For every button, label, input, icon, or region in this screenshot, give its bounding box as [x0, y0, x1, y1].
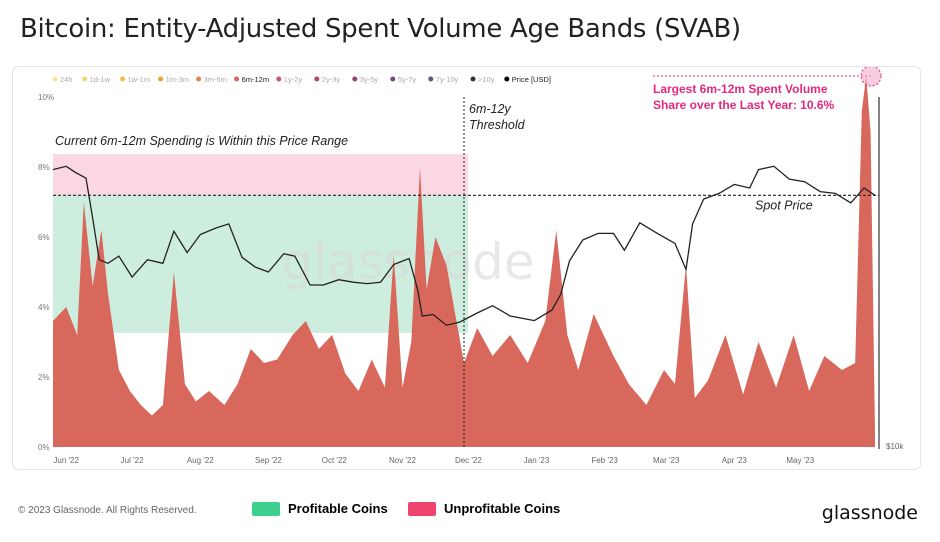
y-tick-label: 10% [38, 93, 54, 102]
legend-dot [196, 76, 202, 82]
unprofitable-key [408, 502, 436, 516]
profitable-band [53, 195, 468, 333]
brand-logo: glassnode [821, 502, 918, 524]
legend-dot [276, 76, 282, 82]
legend-label: 2y-3y [322, 75, 341, 84]
legend-label: 24h [60, 75, 73, 84]
x-tick-label: Apr '23 [722, 456, 748, 465]
unprofitable-band [53, 153, 468, 196]
svab-chart: glassnode 0% 2% 4% 6% 8% 10% Jun '22 Jul '22 Au… [38, 67, 904, 465]
profitable-label: Profitable Coins [288, 501, 388, 516]
unprofitable-label: Unprofitable Coins [444, 501, 561, 516]
legend-label: 1m-3m [166, 75, 189, 84]
threshold-label: 6m-12y [469, 102, 511, 116]
x-tick-label: Sep '22 [255, 456, 282, 465]
x-tick-label: Feb '23 [591, 456, 618, 465]
legend-label: Price [USD] [512, 75, 551, 84]
price-bands [53, 153, 468, 333]
x-tick-label: Nov '22 [389, 456, 416, 465]
max-share-label: Share over the Last Year: 10.6% [653, 98, 835, 112]
x-tick-label: Dec '22 [455, 456, 482, 465]
y-tick-label: 4% [38, 303, 50, 312]
annotations: Current 6m-12m Spending is Within this P… [53, 67, 882, 447]
range-note: Current 6m-12m Spending is Within this P… [55, 134, 348, 148]
legend-label: 7y-10y [436, 75, 459, 84]
page-title: Bitcoin: Entity-Adjusted Spent Volume Ag… [20, 14, 741, 44]
legend-label: >10y [478, 75, 495, 84]
legend-label: 3m-6m [204, 75, 227, 84]
series-legend: 24h 1d-1w 1w-1m 1m-3m 3m-6m 6m-12m 1y-2y 2y-3y 3… [52, 75, 551, 84]
legend-label: 1d-1w [90, 75, 111, 84]
legend-label: 3y-5y [360, 75, 379, 84]
legend-label: 5y-7y [398, 75, 417, 84]
y-tick-label: 0% [38, 443, 50, 452]
legend-dot [390, 76, 396, 82]
threshold-label: Threshold [469, 118, 526, 132]
legend-dot [234, 76, 240, 82]
x-tick-label: Jun '22 [53, 456, 79, 465]
spot-price-label: Spot Price [755, 198, 813, 212]
profitable-key [252, 502, 280, 516]
y-tick-label: 8% [38, 163, 50, 172]
price-series [52, 165, 876, 326]
legend-label: 1y-2y [284, 75, 303, 84]
x-tick-label: Aug '22 [187, 456, 214, 465]
legend-dot [470, 76, 476, 82]
legend-dot [428, 76, 434, 82]
max-share-label: Largest 6m-12m Spent Volume [653, 82, 828, 96]
max-share-marker [860, 67, 882, 87]
y-tick-label: 6% [38, 233, 50, 242]
x-tick-label: Jul '22 [121, 456, 144, 465]
copyright: © 2023 Glassnode. All Rights Reserved. [18, 505, 197, 516]
legend-dot [120, 76, 126, 82]
y-axis: 0% 2% 4% 6% 8% 10% [38, 93, 54, 452]
x-axis: Jun '22 Jul '22 Aug '22 Sep '22 Oct '22 Nov '… [53, 456, 814, 465]
price-line [52, 165, 876, 326]
legend-dot [504, 76, 510, 82]
y-tick-label: 2% [38, 373, 50, 382]
chart-panel: glassnode 0% 2% 4% 6% 8% 10% Jun '22 Jul '22 Au… [12, 66, 921, 470]
legend-dot [158, 76, 164, 82]
x-tick-label: May '23 [786, 456, 814, 465]
x-tick-label: Oct '22 [322, 456, 348, 465]
area-6m-12m [53, 76, 875, 447]
right-axis-tick: $10k [886, 442, 904, 451]
area-series-6m-12m [53, 76, 875, 447]
x-tick-label: Jan '23 [524, 456, 550, 465]
legend-dot [314, 76, 320, 82]
legend-label: 6m-12m [242, 75, 270, 84]
legend-label: 1w-1m [128, 75, 151, 84]
legend-dot [352, 76, 358, 82]
legend-dot [82, 76, 88, 82]
watermark: glassnode [281, 233, 534, 291]
x-tick-label: Mar '23 [653, 456, 680, 465]
legend-dot [52, 76, 58, 82]
